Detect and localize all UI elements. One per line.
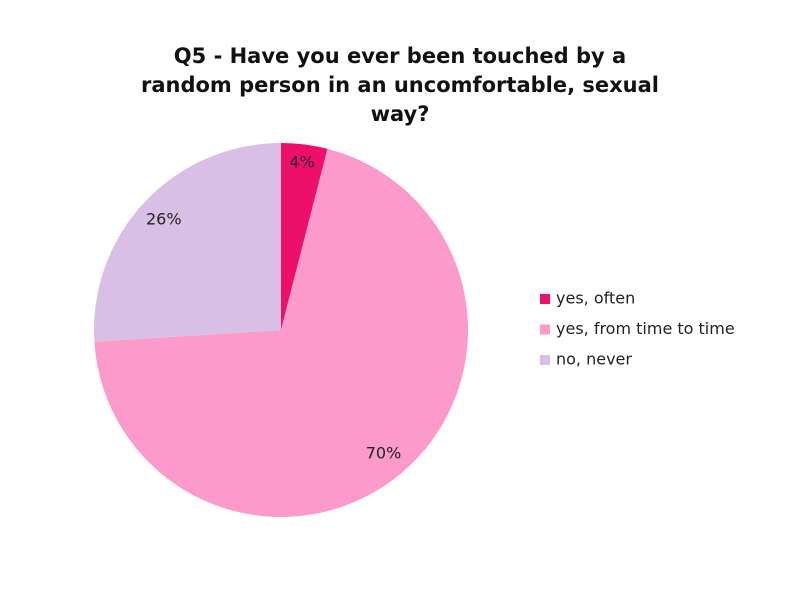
legend-swatch [540,294,550,304]
slice-label: 70% [366,443,402,462]
pie-slice [281,143,328,330]
legend-label: yes, often [556,289,635,308]
pie-slice [94,148,468,518]
chart-title: Q5 - Have you ever been touched by a ran… [141,44,659,126]
slice-label: 4% [289,153,314,172]
slice-label: 26% [146,209,182,228]
legend-swatch [540,324,550,335]
legend-swatch [540,355,550,365]
legend-label: yes, from time to time [556,319,735,338]
pie-slice [94,143,281,342]
legend-label: no, never [556,350,632,369]
